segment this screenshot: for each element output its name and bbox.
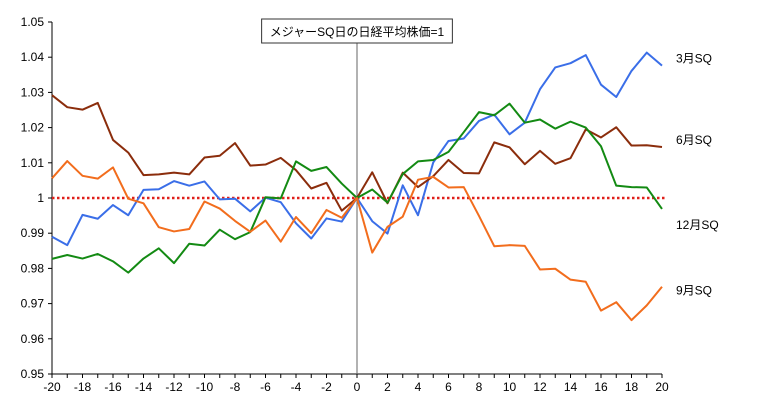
y-tick-label: 0.95 bbox=[21, 367, 45, 381]
x-tick-label: -20 bbox=[43, 380, 61, 394]
x-tick-label: 12 bbox=[533, 380, 547, 394]
series-label-2: 6月SQ bbox=[676, 133, 712, 147]
x-tick-label: -10 bbox=[196, 380, 214, 394]
series-labels-group: 3月SQ 6月SQ 12月SQ 9月SQ bbox=[676, 52, 719, 298]
x-tick-label: 0 bbox=[354, 380, 361, 394]
x-tick-label: 6 bbox=[445, 380, 452, 394]
x-tick-label: 10 bbox=[503, 380, 517, 394]
x-tick-label: -8 bbox=[230, 380, 241, 394]
axes-group: 0.95 0.96 0.97 0.98 0.99 1 1.01 1.02 1.03 1.04 1.0… bbox=[21, 15, 669, 394]
y-tick-label: 0.97 bbox=[21, 297, 45, 311]
y-tick-label: 1.04 bbox=[21, 50, 45, 64]
x-tick-label: 2 bbox=[384, 380, 391, 394]
y-tick-label: 1.03 bbox=[21, 85, 45, 99]
x-tick-label: -12 bbox=[165, 380, 183, 394]
series-label-3: 12月SQ bbox=[676, 218, 719, 232]
series-label-4: 9月SQ bbox=[676, 284, 712, 298]
y-tick-label: 0.99 bbox=[21, 226, 45, 240]
y-tick-label: 1.05 bbox=[21, 15, 45, 29]
series-group bbox=[51, 51, 663, 322]
x-tick-label: 4 bbox=[415, 380, 422, 394]
x-tick-label: 20 bbox=[655, 380, 669, 394]
x-tick-label: -2 bbox=[321, 380, 332, 394]
title-box bbox=[261, 18, 453, 44]
x-tick-label: -18 bbox=[74, 380, 92, 394]
series-line-4 bbox=[51, 160, 663, 322]
x-tick-label: -14 bbox=[135, 380, 153, 394]
y-tick-label: 1.02 bbox=[21, 121, 45, 135]
y-tick-label: 0.98 bbox=[21, 261, 45, 275]
x-tick-label: -16 bbox=[104, 380, 122, 394]
x-tick-label: 8 bbox=[476, 380, 483, 394]
x-tick-label: -4 bbox=[291, 380, 302, 394]
y-tick-label: 0.96 bbox=[21, 332, 45, 346]
chart-title: メジャーSQ日の日経平均株価=1 bbox=[270, 24, 445, 39]
title-group: メジャーSQ日の日経平均株価=1 bbox=[261, 18, 453, 44]
x-tick-label: -6 bbox=[260, 380, 271, 394]
x-tick-label: 18 bbox=[625, 380, 639, 394]
y-tick-label: 1 bbox=[37, 191, 44, 205]
x-tick-label: 14 bbox=[564, 380, 578, 394]
series-label-1: 3月SQ bbox=[676, 52, 712, 66]
x-tick-label: 16 bbox=[594, 380, 608, 394]
y-tick-label: 1.01 bbox=[21, 156, 45, 170]
